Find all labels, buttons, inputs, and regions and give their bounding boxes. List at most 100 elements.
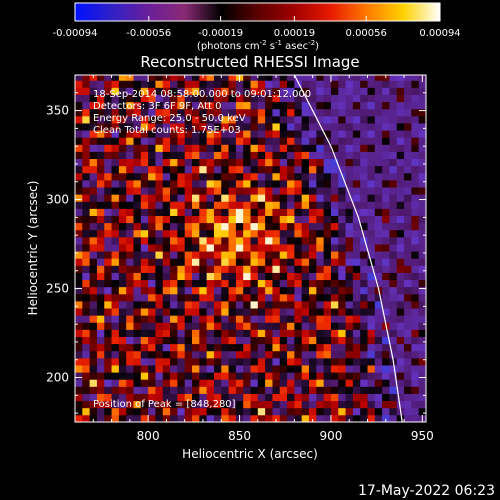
heatmap-cell: [360, 165, 368, 174]
heatmap-cell: [243, 222, 251, 231]
heatmap-cell: [199, 393, 208, 402]
heatmap-cell: [360, 322, 368, 330]
heatmap-cell: [118, 130, 127, 138]
heatmap-cell: [316, 87, 325, 95]
heatmap-cell: [235, 279, 244, 288]
heatmap-cell: [111, 293, 120, 302]
heatmap-cell: [309, 308, 317, 316]
heatmap-cell: [243, 286, 251, 295]
heatmap-cell: [418, 194, 426, 202]
heatmap-cell: [148, 279, 156, 288]
heatmap-cell: [206, 315, 215, 323]
x-axis-label: Heliocentric X (arcsec): [182, 447, 318, 461]
heatmap-cell: [104, 130, 112, 138]
heatmap-cell: [411, 265, 420, 273]
heatmap-cell: [382, 187, 390, 195]
heatmap-cell: [140, 343, 149, 352]
heatmap-cell: [418, 265, 426, 273]
heatmap-cell: [287, 215, 295, 224]
heatmap-cell: [243, 400, 251, 409]
heatmap-cell: [177, 343, 186, 352]
heatmap-cell: [287, 407, 295, 416]
heatmap-cell: [404, 244, 412, 252]
heatmap-cell: [104, 407, 112, 416]
heatmap-cell: [192, 236, 200, 245]
heatmap-cell: [133, 365, 142, 373]
heatmap-cell: [404, 322, 412, 330]
heatmap-cell: [235, 115, 244, 124]
heatmap-cell: [367, 400, 376, 409]
heatmap-cell: [257, 123, 266, 131]
heatmap-cell: [162, 244, 171, 252]
heatmap-cell: [323, 208, 332, 216]
heatmap-cell: [265, 115, 273, 124]
heatmap-cell: [82, 372, 91, 380]
heatmap-cell: [118, 379, 127, 387]
heatmap-cell: [382, 87, 390, 95]
colorbar-ticks: -0.00094 -0.00056 -0.00019 0.00019 0.00056 0.…: [53, 16, 461, 39]
heatmap-cell: [111, 87, 120, 95]
heatmap-cell: [75, 407, 83, 416]
heatmap-cell: [338, 279, 346, 288]
heatmap-cell: [155, 329, 164, 337]
heatmap-cell: [374, 386, 383, 394]
heatmap-cell: [330, 372, 339, 380]
heatmap-cell: [148, 115, 156, 124]
heatmap-cell: [221, 144, 229, 152]
heatmap-cell: [199, 400, 208, 409]
heatmap-cell: [213, 158, 222, 167]
heatmap-cell: [133, 400, 142, 409]
heatmap-cell: [140, 329, 149, 337]
heatmap-cell: [404, 386, 412, 394]
heatmap-cell: [148, 101, 156, 110]
heatmap-cell: [309, 201, 317, 209]
heatmap-cell: [411, 414, 420, 422]
heatmap-cell: [148, 94, 156, 103]
heatmap-cell: [192, 87, 200, 95]
heatmap-cell: [184, 315, 193, 323]
heatmap-cell: [316, 108, 325, 117]
heatmap-cell: [148, 308, 156, 316]
heatmap-cell: [338, 236, 346, 245]
heatmap-cell: [221, 386, 229, 394]
heatmap-cell: [367, 108, 376, 117]
heatmap-cell: [265, 229, 273, 238]
heatmap-cell: [133, 329, 142, 337]
heatmap-cell: [294, 158, 303, 167]
heatmap-cell: [418, 365, 426, 373]
heatmap-cell: [192, 201, 200, 209]
heatmap-cell: [279, 244, 288, 252]
heatmap-cell: [75, 393, 83, 402]
heatmap-cell: [294, 115, 303, 124]
heatmap-cell: [221, 393, 229, 402]
heatmap-cell: [140, 115, 149, 124]
heatmap-cell: [265, 208, 273, 216]
heatmap-cell: [272, 258, 281, 266]
heatmap-cell: [257, 172, 266, 181]
heatmap-cell: [367, 343, 376, 352]
heatmap-cell: [330, 80, 339, 88]
heatmap-cell: [184, 229, 193, 238]
heatmap-cell: [140, 123, 149, 131]
heatmap-cell: [155, 215, 164, 224]
heatmap-cell: [184, 308, 193, 316]
heatmap-cell: [235, 400, 244, 409]
heatmap-cell: [170, 201, 178, 209]
heatmap-cell: [330, 115, 339, 124]
heatmap-cell: [294, 329, 303, 337]
heatmap-cell: [389, 265, 398, 273]
heatmap-cell: [206, 279, 215, 288]
heatmap-cell: [133, 350, 142, 359]
heatmap-cell: [316, 236, 325, 245]
heatmap-cell: [352, 123, 361, 131]
heatmap-cell: [323, 229, 332, 238]
heatmap-cell: [338, 244, 346, 252]
heatmap-cell: [213, 379, 222, 387]
heatmap-cell: [316, 407, 325, 416]
heatmap-cell: [170, 272, 178, 281]
heatmap-cell: [206, 144, 215, 152]
heatmap-cell: [82, 130, 91, 138]
heatmap-cell: [418, 87, 426, 95]
heatmap-cell: [250, 329, 259, 337]
heatmap-cell: [279, 179, 288, 188]
